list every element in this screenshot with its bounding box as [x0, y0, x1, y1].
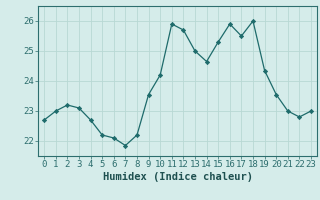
- X-axis label: Humidex (Indice chaleur): Humidex (Indice chaleur): [103, 172, 252, 182]
